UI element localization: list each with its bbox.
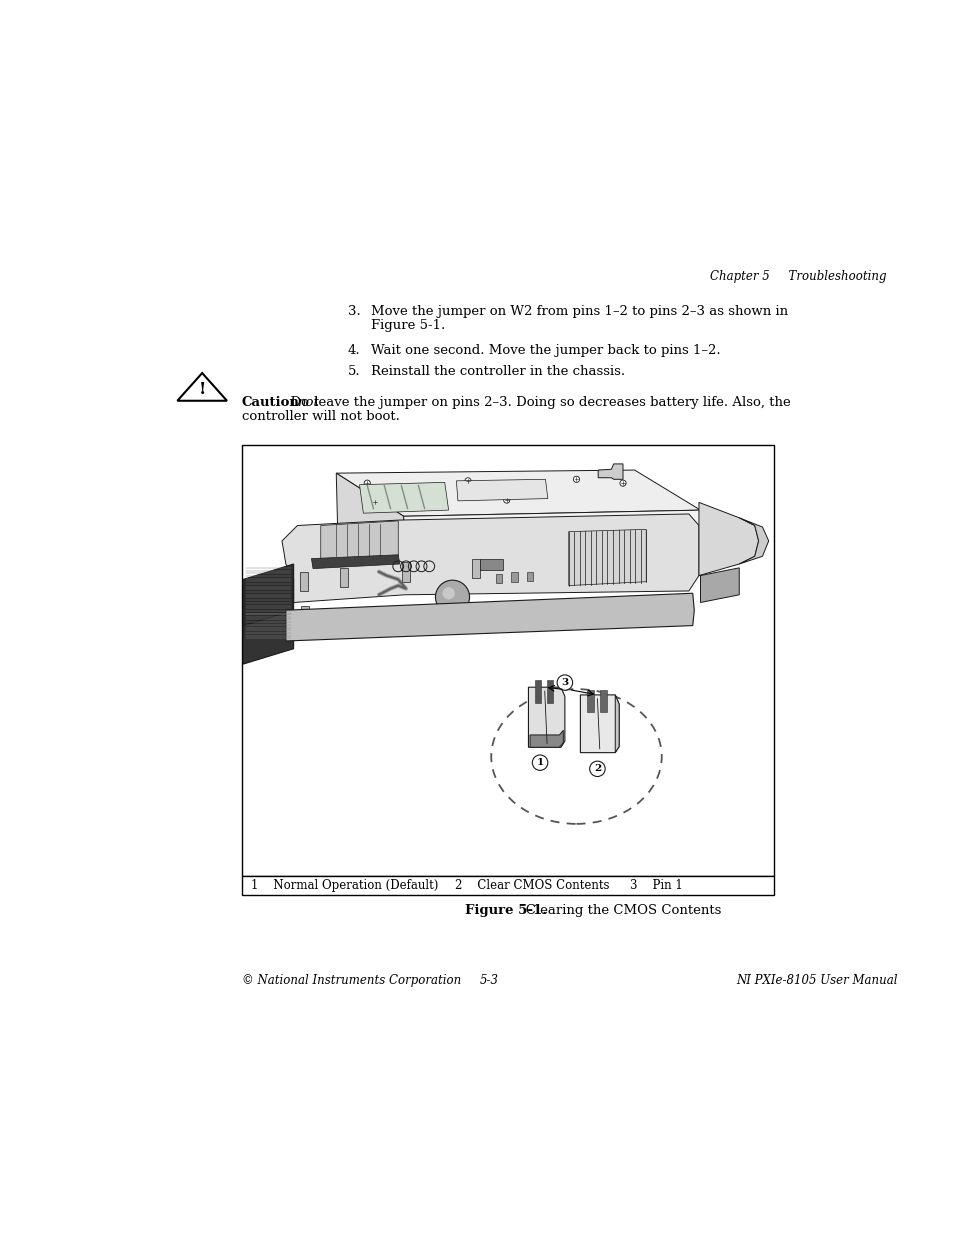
Bar bbox=[241, 445, 773, 876]
Bar bbox=[534, 679, 540, 703]
Circle shape bbox=[464, 478, 471, 484]
Circle shape bbox=[532, 755, 547, 771]
Polygon shape bbox=[243, 610, 294, 664]
Text: Reinstall the controller in the chassis.: Reinstall the controller in the chassis. bbox=[371, 366, 624, 378]
Text: 5.: 5. bbox=[348, 366, 360, 378]
Polygon shape bbox=[700, 568, 739, 603]
Polygon shape bbox=[456, 479, 547, 501]
Text: 3.: 3. bbox=[348, 305, 360, 319]
Bar bbox=[496, 574, 501, 583]
Bar bbox=[546, 679, 553, 703]
Polygon shape bbox=[335, 473, 404, 579]
Polygon shape bbox=[311, 555, 399, 568]
Text: 5-3: 5-3 bbox=[479, 973, 497, 987]
Text: not: not bbox=[297, 396, 319, 409]
Polygon shape bbox=[568, 530, 645, 585]
Circle shape bbox=[573, 477, 579, 483]
Bar bbox=[301, 606, 309, 626]
Text: Move the jumper on W2 from pins 1–2 to pins 2–3 as shown in: Move the jumper on W2 from pins 1–2 to p… bbox=[371, 305, 787, 319]
Polygon shape bbox=[359, 483, 448, 514]
Circle shape bbox=[442, 587, 455, 599]
Text: Figure 5-1.: Figure 5-1. bbox=[371, 319, 445, 332]
Polygon shape bbox=[579, 695, 618, 752]
Bar bbox=[299, 572, 307, 592]
Circle shape bbox=[435, 580, 469, 614]
Text: NI PXIe-8105 User Manual: NI PXIe-8105 User Manual bbox=[736, 973, 897, 987]
Text: 3: 3 bbox=[560, 678, 568, 687]
Circle shape bbox=[619, 480, 625, 487]
Text: 3    Pin 1: 3 Pin 1 bbox=[630, 878, 682, 892]
Text: Clearing the CMOS Contents: Clearing the CMOS Contents bbox=[513, 904, 721, 918]
Text: 2: 2 bbox=[593, 764, 600, 773]
Bar bbox=[340, 568, 348, 587]
Circle shape bbox=[372, 499, 377, 505]
Text: 4.: 4. bbox=[348, 343, 360, 357]
Text: 1: 1 bbox=[536, 758, 543, 767]
Polygon shape bbox=[286, 593, 694, 641]
Text: Chapter 5     Troubleshooting: Chapter 5 Troubleshooting bbox=[709, 270, 885, 283]
Bar bbox=[599, 690, 606, 711]
Ellipse shape bbox=[491, 689, 661, 824]
Bar bbox=[472, 558, 479, 578]
Text: Figure 5-1.: Figure 5-1. bbox=[465, 904, 547, 918]
Bar bbox=[526, 572, 533, 580]
Circle shape bbox=[557, 674, 572, 690]
Polygon shape bbox=[403, 510, 700, 579]
Bar bbox=[479, 558, 502, 571]
Circle shape bbox=[364, 480, 370, 487]
Polygon shape bbox=[282, 514, 699, 603]
Text: 1    Normal Operation (Default): 1 Normal Operation (Default) bbox=[251, 878, 438, 892]
Polygon shape bbox=[615, 695, 618, 752]
Bar bbox=[586, 690, 593, 711]
Text: Do: Do bbox=[282, 396, 313, 409]
Bar bbox=[402, 562, 410, 582]
Polygon shape bbox=[739, 517, 768, 564]
Polygon shape bbox=[320, 521, 397, 562]
Polygon shape bbox=[335, 471, 700, 516]
Polygon shape bbox=[699, 503, 758, 576]
Polygon shape bbox=[243, 564, 294, 637]
Text: leave the jumper on pins 2–3. Doing so decreases battery life. Also, the: leave the jumper on pins 2–3. Doing so d… bbox=[310, 396, 790, 409]
Bar bbox=[511, 573, 517, 582]
Text: !: ! bbox=[198, 380, 206, 398]
Circle shape bbox=[589, 761, 604, 777]
Polygon shape bbox=[530, 730, 562, 747]
Polygon shape bbox=[598, 464, 622, 479]
Polygon shape bbox=[528, 687, 564, 747]
Bar bbox=[241, 876, 773, 895]
Text: Wait one second. Move the jumper back to pins 1–2.: Wait one second. Move the jumper back to… bbox=[371, 343, 720, 357]
Circle shape bbox=[503, 496, 509, 503]
Text: 2    Clear CMOS Contents: 2 Clear CMOS Contents bbox=[455, 878, 609, 892]
Text: controller will not boot.: controller will not boot. bbox=[241, 410, 399, 424]
Text: Caution: Caution bbox=[241, 396, 299, 409]
Text: © National Instruments Corporation: © National Instruments Corporation bbox=[241, 973, 460, 987]
